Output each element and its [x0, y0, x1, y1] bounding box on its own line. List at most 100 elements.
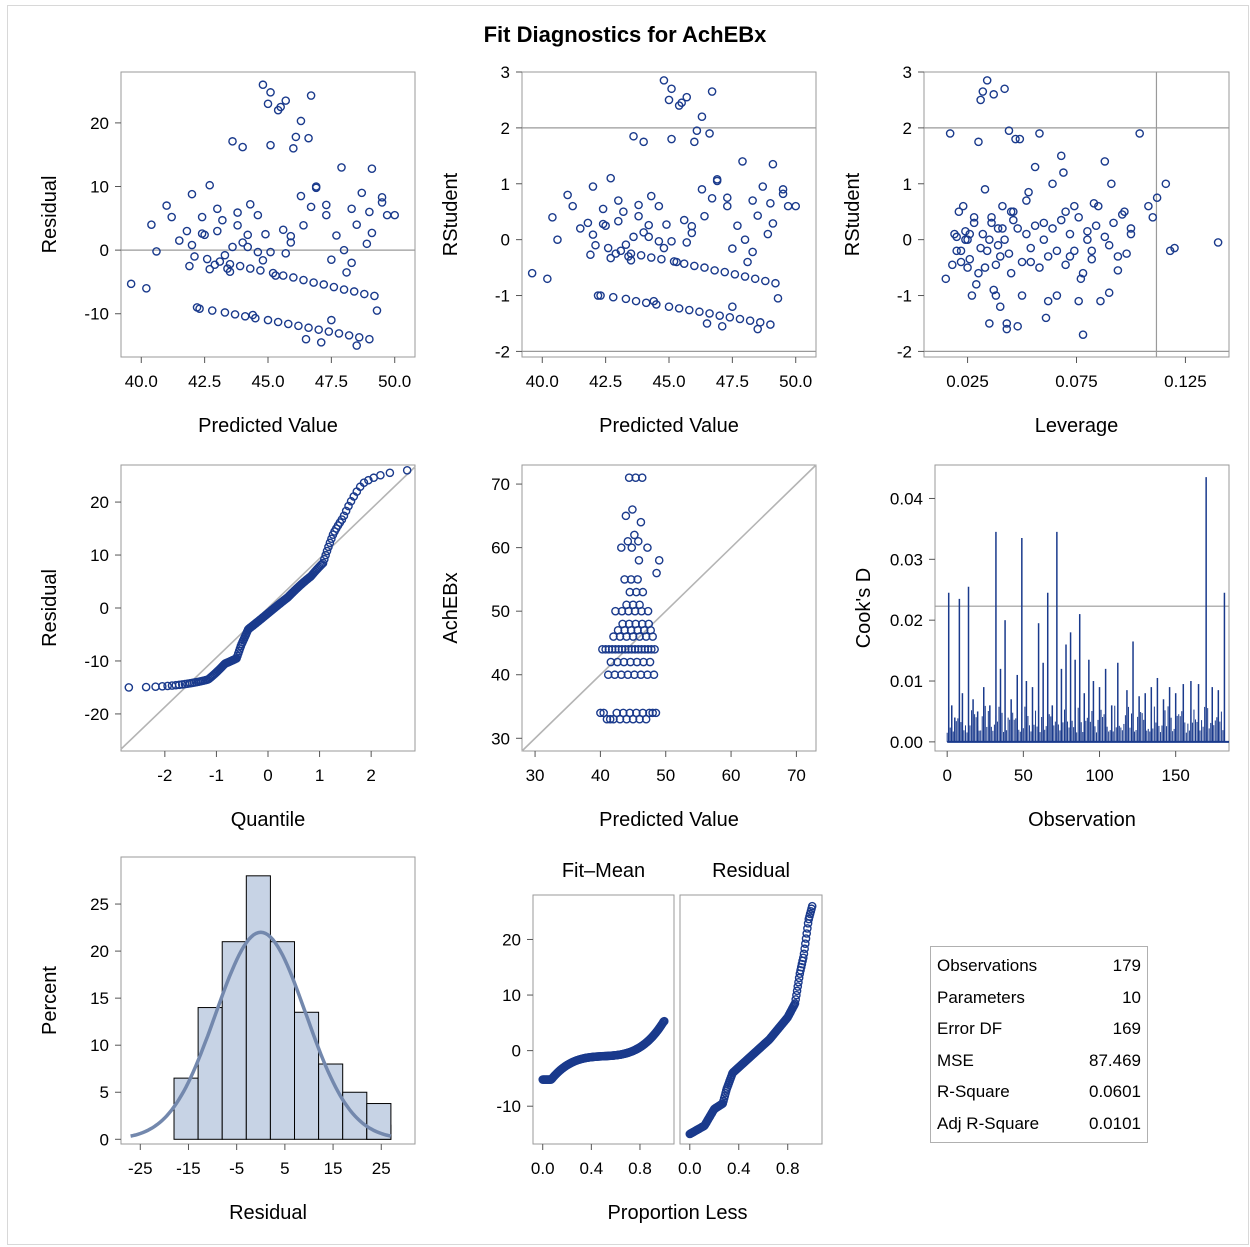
data-point [987, 212, 996, 222]
fit-stat-value: 10 [1122, 987, 1141, 1007]
data-point [376, 470, 385, 480]
data-point [190, 252, 199, 261]
data-point [126, 279, 136, 289]
x-tick-label: 50.0 [779, 372, 812, 391]
data-point [1000, 84, 1009, 94]
data-point [195, 304, 204, 313]
data-point [1078, 330, 1088, 339]
data-point [650, 645, 659, 654]
data-point [527, 268, 537, 278]
rstudent_vs_predicted-axes: 40.0 42.5 45.0 47.5 50.0 -2 -1 0 1 2 3 Predicted Va… [440, 63, 817, 437]
y-tick-label: -2 [495, 342, 510, 361]
data-point [543, 274, 552, 284]
data-point [679, 259, 689, 268]
data-point [367, 228, 377, 238]
data-point [728, 244, 737, 253]
data-point [978, 229, 988, 239]
data-point [261, 229, 270, 239]
x-tick-label: 1 [315, 766, 324, 785]
data-point [648, 708, 657, 718]
data-point [251, 313, 260, 323]
x-tick-label: -25 [128, 1159, 153, 1178]
data-point [606, 173, 616, 183]
data-point [1074, 212, 1083, 222]
density-curve [130, 930, 392, 1138]
data-point [240, 311, 250, 321]
reference-diagonal [521, 464, 817, 752]
data-point [643, 606, 653, 616]
data-point [773, 294, 783, 303]
data-point [626, 256, 636, 265]
data-point [766, 199, 775, 208]
data-point [621, 511, 631, 521]
x-tick-label: 50 [656, 766, 675, 785]
data-point [794, 977, 803, 987]
data-point [266, 247, 275, 257]
fit-statistics-table: Observations 179 Parameters 10 Error DF 169… [930, 946, 1148, 1143]
fit-stat-value: 87.469 [1089, 1050, 1141, 1070]
data-point [641, 298, 651, 308]
data-point [1039, 218, 1049, 228]
data-point [1113, 252, 1123, 261]
data-point [634, 211, 643, 221]
data-point [1039, 235, 1049, 244]
data-point [998, 224, 1007, 233]
data-point [638, 587, 648, 597]
data-point [1087, 254, 1097, 264]
data-point [646, 253, 656, 262]
data-point [316, 338, 326, 347]
x-tick-label: 30 [526, 766, 545, 785]
data-point [266, 88, 275, 97]
data-point [985, 319, 994, 328]
histogram-bar [245, 875, 271, 1140]
data-point [1122, 249, 1131, 258]
plot-frame [521, 71, 817, 358]
fit-stat-label: MSE [937, 1050, 974, 1070]
data-point [639, 228, 648, 237]
x-tick-label: 0.025 [946, 372, 989, 391]
data-point [243, 230, 253, 240]
data-point [1002, 324, 1012, 334]
data-point [792, 990, 801, 1000]
y-axis-label: Percent [39, 966, 61, 1035]
x-tick-label: 25 [372, 1159, 391, 1178]
data-point [1074, 296, 1083, 306]
data-point [965, 254, 975, 264]
data-point [619, 207, 628, 217]
data-point [697, 185, 707, 194]
y-tick-label: -10 [84, 652, 109, 671]
x-axis-label: Predicted Value [599, 809, 739, 831]
data-point [793, 982, 803, 991]
data-point [327, 534, 336, 544]
data-point [1093, 201, 1103, 211]
data-point [596, 291, 605, 300]
data-point [245, 264, 255, 273]
data-point [213, 204, 222, 214]
data-point [329, 282, 339, 292]
x-tick-label: 0.0 [678, 1159, 702, 1178]
y-tick-label: 2 [903, 119, 912, 138]
data-point [1104, 240, 1114, 250]
data-point [799, 949, 809, 959]
data-point [1089, 199, 1099, 208]
data-point [733, 221, 742, 230]
data-point [187, 240, 197, 250]
data-point [989, 285, 999, 295]
data-point [185, 261, 194, 271]
data-point [402, 465, 412, 475]
x-tick-label: 150 [1161, 766, 1189, 785]
y-tick-label: 0 [100, 241, 109, 260]
data-point [720, 267, 730, 277]
data-point [385, 468, 395, 478]
data-point [289, 144, 298, 153]
data-point [995, 252, 1005, 261]
data-point [256, 266, 265, 275]
y-tick-label: -10 [84, 305, 109, 324]
data-point [783, 201, 793, 211]
data-point [684, 305, 694, 315]
data-point [738, 157, 747, 166]
y-tick-label: 60 [491, 539, 510, 558]
data-point [710, 266, 719, 275]
data-point [321, 200, 331, 210]
y-tick-label: 1 [501, 175, 510, 194]
